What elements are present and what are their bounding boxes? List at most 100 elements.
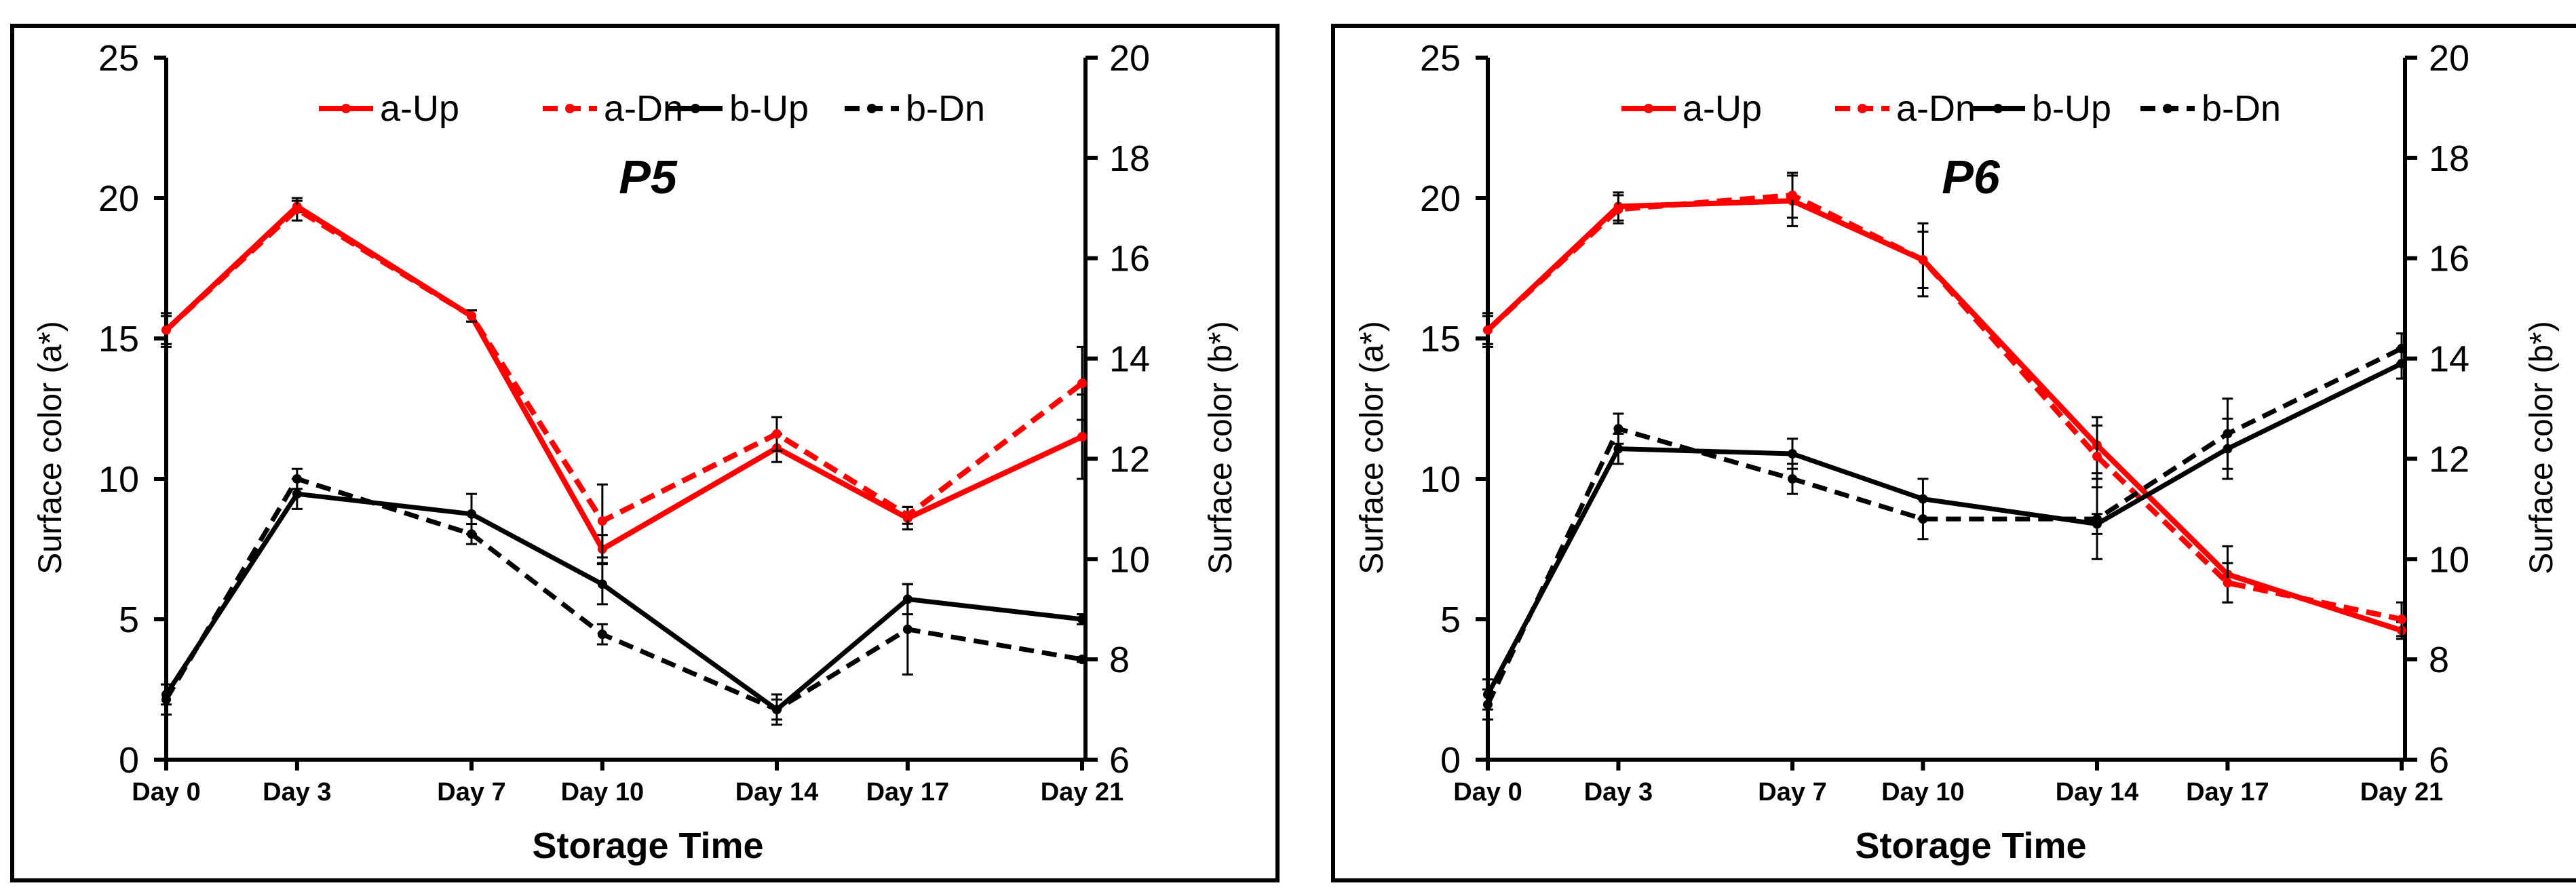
y-tick-label-left: 5 bbox=[1440, 600, 1461, 640]
y-tick-label-left: 10 bbox=[1420, 459, 1461, 500]
legend-label: a-Dn bbox=[1896, 88, 1976, 129]
data-point bbox=[1788, 190, 1797, 200]
data-point bbox=[1918, 255, 1928, 265]
y-axis-left-title: Surface color (a*) bbox=[33, 321, 69, 574]
chart-frame bbox=[10, 24, 1280, 882]
chart-svg-p6: 0 5 10 15 20 25 6 8 10 12 14 16 18 20 Day 0 Day 3 Day 7 D… bbox=[1331, 24, 2576, 882]
legend-marker bbox=[1993, 104, 2003, 113]
legend-label: a-Up bbox=[380, 88, 459, 129]
y-tick-label-left: 5 bbox=[119, 600, 139, 640]
legend-marker bbox=[1644, 104, 1653, 113]
y-axis-left-title: Surface color (a*) bbox=[1354, 321, 1390, 574]
data-point bbox=[1613, 424, 1623, 434]
y-tick-label-right: 10 bbox=[2429, 539, 2469, 580]
x-tick-label: Day 3 bbox=[263, 778, 331, 806]
x-tick-label: Day 7 bbox=[1758, 778, 1826, 806]
data-point bbox=[2223, 578, 2233, 588]
data-point bbox=[1483, 325, 1493, 335]
x-tick-label: Day 0 bbox=[132, 778, 200, 806]
chart-panel-p6: 0 5 10 15 20 25 6 8 10 12 14 16 18 20 Day 0 Day 3 Day 7 D… bbox=[1323, 0, 2576, 896]
legend-marker bbox=[341, 104, 351, 113]
series-line-b-up bbox=[164, 491, 1083, 712]
data-point bbox=[597, 579, 607, 589]
y-tick-label-right: 6 bbox=[2429, 740, 2449, 781]
y-tick-label-right: 8 bbox=[1109, 640, 1130, 680]
legend-marker bbox=[2163, 104, 2172, 113]
data-point bbox=[1613, 204, 1623, 214]
series-line-b-dn bbox=[1485, 346, 2403, 706]
data-point bbox=[1788, 474, 1797, 484]
y-tick-label-left: 0 bbox=[119, 740, 139, 781]
y-tick-label-left: 15 bbox=[1420, 319, 1461, 359]
legend-marker bbox=[1858, 104, 1867, 113]
y-tick-label-left: 20 bbox=[98, 178, 139, 219]
x-tick-label: Day 10 bbox=[561, 778, 645, 806]
y-tick-label-right: 14 bbox=[2429, 339, 2469, 380]
legend-marker bbox=[565, 104, 575, 113]
y-tick-label-right: 16 bbox=[1109, 239, 1150, 279]
legend-label: b-Dn bbox=[2202, 88, 2281, 129]
y-tick-label-right: 12 bbox=[2429, 439, 2469, 480]
data-point bbox=[1613, 444, 1623, 454]
x-tick-label: Day 21 bbox=[1041, 778, 1124, 806]
plot-area: 0 5 10 15 20 25 6 8 10 12 14 16 18 20 Day 0 Day 3 Day 7 D… bbox=[1420, 38, 2469, 806]
data-point bbox=[292, 489, 302, 499]
y-tick-label-right: 6 bbox=[1109, 740, 1130, 781]
x-tick-label: Day 3 bbox=[1584, 778, 1653, 806]
legend-marker bbox=[867, 104, 877, 113]
data-point bbox=[597, 629, 607, 640]
data-point bbox=[1788, 449, 1797, 459]
data-point bbox=[772, 429, 782, 439]
y-tick-label-left: 10 bbox=[98, 459, 139, 500]
x-tick-label: Day 17 bbox=[2186, 778, 2269, 806]
y-tick-label-right: 20 bbox=[2429, 38, 2469, 79]
legend-marker bbox=[691, 104, 700, 113]
y-tick-label-right: 12 bbox=[1109, 439, 1150, 480]
data-point bbox=[292, 204, 302, 214]
y-tick-label-right: 10 bbox=[1109, 539, 1150, 580]
data-point bbox=[2092, 514, 2102, 524]
x-tick-label: Day 7 bbox=[437, 778, 505, 806]
series-line-a-up bbox=[164, 203, 1083, 552]
y-axis-right-title: Surface color (b*) bbox=[2524, 321, 2560, 574]
data-point bbox=[467, 529, 476, 539]
series-line-a-dn bbox=[1486, 192, 2402, 622]
y-tick-label-left: 20 bbox=[1420, 178, 1461, 219]
y-tick-label-right: 8 bbox=[2429, 640, 2449, 680]
y-tick-label-right: 18 bbox=[2429, 138, 2469, 179]
y-tick-label-left: 25 bbox=[98, 38, 139, 79]
y-tick-label-right: 16 bbox=[2429, 239, 2469, 279]
y-axis-right-title: Surface color (b*) bbox=[1203, 321, 1239, 574]
chart-title: P6 bbox=[1942, 151, 2001, 203]
x-tick-label: Day 14 bbox=[735, 778, 819, 806]
data-point bbox=[467, 311, 476, 321]
x-tick-label: Day 21 bbox=[2360, 778, 2444, 806]
data-point bbox=[597, 516, 607, 526]
y-tick-label-left: 0 bbox=[1440, 740, 1461, 781]
legend-label: b-Dn bbox=[906, 88, 985, 129]
data-point bbox=[772, 705, 782, 715]
legend-label: a-Up bbox=[1683, 88, 1762, 129]
data-point bbox=[1077, 615, 1087, 624]
plot-area: 0 5 10 15 20 25 6 8 10 12 14 16 18 20 Day 0 Day 3 Day 7 D… bbox=[98, 38, 1150, 806]
y-tick-label-left: 25 bbox=[1420, 38, 1461, 79]
legend-label: b-Up bbox=[2032, 88, 2111, 129]
data-point bbox=[292, 474, 302, 484]
chart-svg-p5: 0 5 10 15 20 25 6 8 10 12 14 16 18 20 Day 0 Day 3 Day 7 D… bbox=[10, 24, 1280, 882]
data-point bbox=[902, 510, 912, 520]
data-point bbox=[1077, 655, 1087, 665]
data-point bbox=[2223, 429, 2233, 439]
y-tick-label-right: 20 bbox=[1109, 38, 1150, 79]
data-point bbox=[161, 325, 171, 335]
y-tick-label-left: 15 bbox=[98, 319, 139, 359]
data-point bbox=[467, 509, 476, 519]
y-tick-label-right: 14 bbox=[1109, 339, 1150, 380]
data-point bbox=[2397, 343, 2406, 353]
data-point bbox=[161, 695, 171, 705]
chart-frame bbox=[1331, 24, 2576, 882]
y-tick-label-right: 18 bbox=[1109, 138, 1150, 179]
data-point bbox=[2092, 451, 2102, 461]
chart-panel-p5: 0 5 10 15 20 25 6 8 10 12 14 16 18 20 Day 0 Day 3 Day 7 D… bbox=[10, 24, 1280, 882]
chart-title: P5 bbox=[619, 151, 678, 203]
data-point bbox=[1077, 431, 1087, 442]
